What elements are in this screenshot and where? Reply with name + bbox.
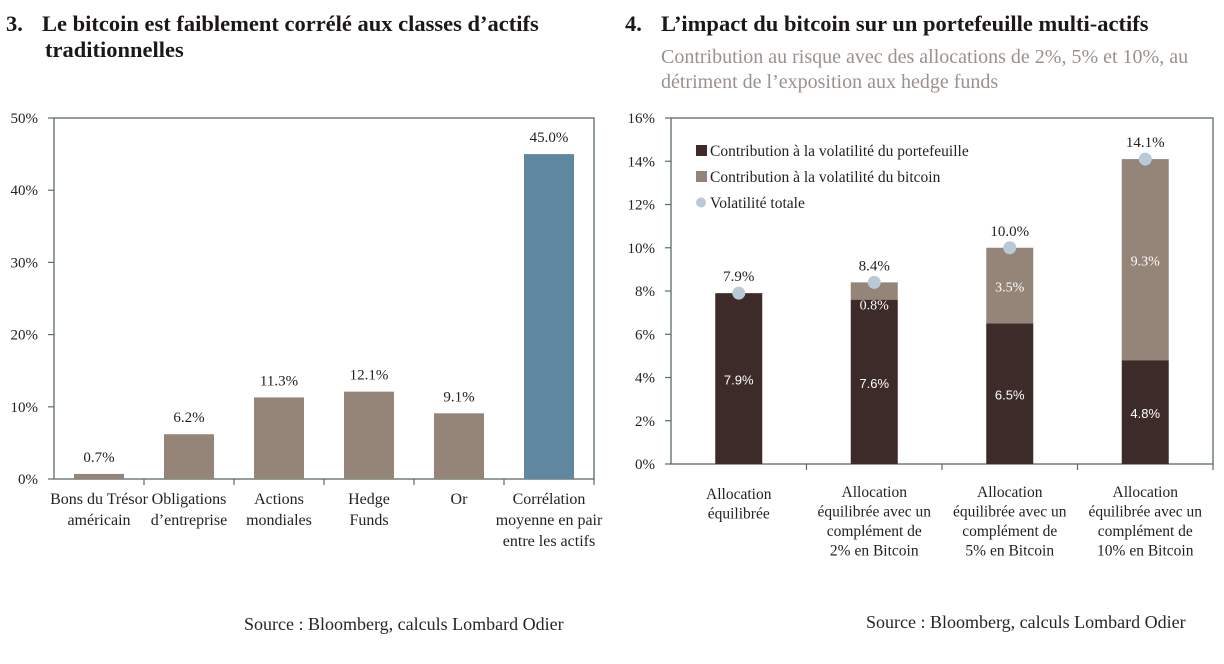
chart3-data-label: 9.1% — [443, 389, 474, 405]
chart4-category-label: complément de — [1098, 523, 1193, 540]
chart4-category-label: Allocation — [842, 484, 908, 501]
chart4-category-label: complément de — [962, 523, 1057, 540]
chart3-category-label: Corrélation — [513, 491, 586, 508]
chart3-ytick-label: 30% — [11, 255, 39, 271]
chart4-bar-portfolio — [986, 323, 1034, 464]
chart3-category-label: entre les actifs — [503, 533, 595, 550]
legend-swatch-portfolio — [696, 145, 707, 156]
chart4-category-label: 5% en Bitcoin — [965, 543, 1054, 560]
chart4-portfolio-label: 6.5% — [995, 388, 1025, 403]
chart3-source: Source : Bloomberg, calculs Lombard Odie… — [244, 614, 564, 634]
chart3-category-label: moyenne en pair — [496, 512, 603, 529]
chart4-category-label: Allocation — [977, 484, 1043, 501]
chart3-svg: 0% 10% 20% 30% 40% 50% 0.7% Bons du Trésor améri… — [11, 111, 603, 550]
chart4-ytick-label: 2% — [635, 414, 655, 430]
chart3-category-label: Bons du Trésor — [50, 491, 148, 508]
legend-label-portfolio: Contribution à la volatilité du portefeu… — [710, 143, 969, 160]
chart3-category-label: Obligations — [152, 491, 227, 508]
chart3-ytick-label: 10% — [11, 400, 39, 416]
chart4-subtitle: Contribution au risque avec des allocati… — [661, 46, 1189, 93]
chart4-ytick-label: 14% — [628, 154, 656, 170]
chart4-title: 4. L’impact du bitcoin sur un portefeuill… — [625, 11, 1224, 37]
chart3-bar — [74, 473, 124, 479]
chart4-bar-portfolio — [1121, 360, 1169, 464]
chart4-total-volatility-point — [1138, 152, 1152, 166]
chart4-bar-bitcoin — [850, 282, 898, 300]
chart3-category-label: Hedge — [348, 491, 390, 508]
chart4-bar-bitcoin — [986, 247, 1034, 324]
legend-label-bitcoin: Contribution à la volatilité du bitcoin — [710, 169, 941, 186]
chart3-category-label: américain — [67, 512, 130, 529]
chart3-data-label: 11.3% — [260, 373, 298, 389]
chart3-bar — [524, 154, 574, 479]
chart3-data-label: 45.0% — [530, 130, 569, 146]
chart4-total-label: 10.0% — [990, 224, 1029, 240]
chart4-category-label: équilibrée — [708, 506, 770, 523]
chart4-total-volatility-point — [732, 286, 746, 300]
chart3-bar — [344, 391, 394, 479]
chart3-category-label: Or — [451, 491, 469, 508]
chart4-category-label: 2% en Bitcoin — [830, 543, 919, 560]
chart3-number: 3. — [6, 11, 23, 36]
legend-swatch-total — [696, 197, 706, 208]
chart4-source: Source : Bloomberg, calculs Lombard Odie… — [866, 612, 1186, 632]
chart4-bar-portfolio — [850, 299, 898, 464]
chart4-ytick-label: 4% — [635, 371, 655, 387]
chart3-ytick-label: 20% — [11, 328, 39, 344]
chart4-ytick-label: 16% — [628, 111, 656, 127]
chart4-portfolio-label: 7.6% — [859, 376, 889, 391]
chart4-bitcoin-label: 9.3% — [1131, 255, 1161, 270]
chart4-ytick-label: 8% — [635, 284, 655, 300]
chart3-data-label: 6.2% — [173, 410, 204, 426]
chart4-total-volatility-point — [1003, 241, 1017, 255]
chart4-ytick-label: 12% — [628, 198, 656, 214]
legend-swatch-bitcoin — [696, 171, 707, 182]
chart3-ytick-label: 0% — [18, 472, 38, 488]
chart3-data-label: 0.7% — [83, 450, 114, 466]
chart3-bar — [164, 434, 214, 479]
chart3-ytick-label: 50% — [11, 111, 39, 127]
chart4-ytick-label: 10% — [628, 241, 656, 257]
chart4-total-label: 8.4% — [859, 258, 890, 274]
chart3-data-label: 12.1% — [350, 368, 389, 384]
chart4-bitcoin-label: 0.8% — [860, 299, 890, 314]
chart3-ytick-label: 40% — [11, 183, 39, 199]
chart4-bar-bitcoin — [1121, 159, 1169, 361]
chart3-category-label: Actions — [254, 491, 304, 508]
chart4-svg: 0% 2% 4% 6% 8% 10% 12% 14% 16% 7.9% 7.9% Allocation… — [628, 111, 1214, 560]
chart3-title-line1: Le bitcoin est faiblement corrélé aux cl… — [42, 11, 539, 36]
chart4-category-label: 10% en Bitcoin — [1097, 543, 1194, 560]
chart3-title-line2: traditionnelles — [45, 37, 184, 62]
chart3-bar — [434, 413, 484, 479]
chart4-number: 4. — [625, 11, 642, 36]
chart4-bar-portfolio — [715, 293, 763, 464]
chart4-bitcoin-label: 3.5% — [995, 281, 1025, 296]
chart4-category-label: équilibrée avec un — [817, 504, 931, 521]
chart4-category-label: complément de — [827, 523, 922, 540]
chart4-ytick-label: 6% — [635, 327, 655, 343]
chart4-category-label: Allocation — [706, 486, 772, 503]
chart4-portfolio-label: 4.8% — [1130, 406, 1160, 421]
chart4-category-label: Allocation — [1113, 484, 1179, 501]
chart3-bar — [254, 397, 304, 479]
chart4-total-label: 14.1% — [1126, 135, 1165, 151]
chart4-ytick-label: 0% — [635, 457, 655, 473]
chart4-total-label: 7.9% — [723, 269, 754, 285]
chart3-category-label: mondiales — [246, 512, 312, 529]
chart3-category-label: Funds — [349, 512, 388, 529]
legend-label-total: Volatilité totale — [710, 195, 805, 212]
chart4-total-volatility-point — [867, 275, 881, 289]
chart4-category-label: équilibrée avec un — [1088, 504, 1202, 521]
chart3-category-label: d’entreprise — [151, 512, 227, 529]
chart4-portfolio-label: 7.9% — [724, 373, 754, 388]
chart4-title-line1: L’impact du bitcoin sur un portefeuille … — [661, 11, 1149, 36]
chart3-title: 3. Le bitcoin est faiblement corrélé aux … — [6, 11, 616, 63]
chart4-category-label: équilibrée avec un — [953, 504, 1067, 521]
